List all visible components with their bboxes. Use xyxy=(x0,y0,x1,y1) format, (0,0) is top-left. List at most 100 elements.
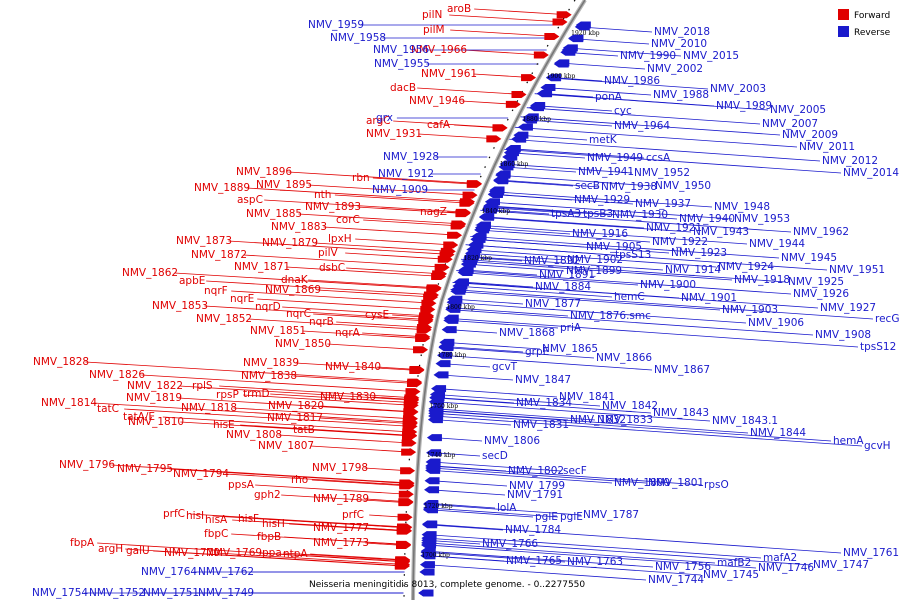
forward-gene-label-nqra[interactable]: nqrA xyxy=(335,327,361,339)
forward-gene-label-nmv-1896[interactable]: NMV_1896 xyxy=(236,166,292,178)
reverse-gene-label-pgle[interactable]: pglE xyxy=(535,511,558,523)
reverse-gene-label-nmv-1924[interactable]: NMV_1924 xyxy=(718,261,774,273)
reverse-gene-label-nmv-1914[interactable]: NMV_1914 xyxy=(665,264,721,276)
forward-gene-label-nmv-1853[interactable]: NMV_1853 xyxy=(152,300,208,312)
reverse-gene-label-nmv-1787[interactable]: NMV_1787 xyxy=(583,509,639,521)
reverse-gene-label-nmv-1986[interactable]: NMV_1986 xyxy=(604,75,660,87)
reverse-gene-label-nmv-1959[interactable]: NMV_1959 xyxy=(308,19,364,31)
reverse-gene-label-nmv-1876-smc[interactable]: NMV_1876.smc xyxy=(570,310,651,322)
reverse-gene-label-nmv-1802[interactable]: NMV_1802 xyxy=(508,465,564,477)
forward-gene-label-rho[interactable]: rho xyxy=(291,474,308,486)
forward-gene-label-nqre[interactable]: nqrE xyxy=(230,293,254,305)
reverse-gene-label-nmv-2012[interactable]: NMV_2012 xyxy=(822,155,878,167)
forward-gene-label-ntpa[interactable]: ntpA xyxy=(283,548,308,560)
reverse-gene-label-nmv-1930[interactable]: NMV_1930 xyxy=(612,209,668,221)
reverse-gene-label-nmv-1955[interactable]: NMV_1955 xyxy=(374,58,430,70)
reverse-gene-label-nmv-1877[interactable]: NMV_1877 xyxy=(525,298,581,310)
reverse-gene-label-nmv-1902[interactable]: NMV_1902 xyxy=(567,254,623,266)
forward-gene-label-prfc[interactable]: prfC xyxy=(163,508,185,520)
forward-gene-label-nqrf[interactable]: nqrF xyxy=(204,285,228,297)
forward-gene-label-ppa[interactable]: ppa xyxy=(262,547,282,559)
reverse-gene-label-nmv-1841[interactable]: NMV_1841 xyxy=(559,391,615,403)
reverse-gene-label-nmv-1761[interactable]: NMV_1761 xyxy=(843,547,899,559)
forward-gene-label-cyse[interactable]: cysE xyxy=(365,309,389,321)
reverse-gene-label-nmv-1747[interactable]: NMV_1747 xyxy=(813,559,869,571)
reverse-gene-label-nmv-1905[interactable]: NMV_1905 xyxy=(586,241,642,253)
forward-gene-label-nmv-1777[interactable]: NMV_1777 xyxy=(313,522,369,534)
reverse-gene-label-nmv-1832[interactable]: NMV_1832 xyxy=(570,414,626,426)
forward-gene-label-hish[interactable]: hisH xyxy=(262,518,285,530)
forward-gene-label-cafa[interactable]: cafA xyxy=(427,119,451,131)
reverse-gene-label-nmv-1944[interactable]: NMV_1944 xyxy=(749,238,805,250)
reverse-gene-label-nmv-1799[interactable]: NMV_1799 xyxy=(509,480,565,492)
forward-gene-label-nmv-1873[interactable]: NMV_1873 xyxy=(176,235,232,247)
reverse-gene-label-rpso[interactable]: rpsO xyxy=(704,479,729,491)
reverse-gene-label-nmv-1962[interactable]: NMV_1962 xyxy=(793,226,849,238)
forward-gene-label-nmv-1869[interactable]: NMV_1869 xyxy=(265,284,321,296)
reverse-gene-label-nmv-1921[interactable]: NMV_1921 xyxy=(646,222,702,234)
forward-gene-label-nmv-1818[interactable]: NMV_1818 xyxy=(181,402,237,414)
reverse-gene-label-nmv-1908[interactable]: NMV_1908 xyxy=(815,329,871,341)
reverse-gene-label-nmv-1749[interactable]: NMV_1749 xyxy=(198,587,254,599)
forward-gene-label-gph2[interactable]: gph2 xyxy=(254,489,281,501)
reverse-gene-label-gcvh[interactable]: gcvH xyxy=(864,440,891,452)
forward-gene-label-nmv-1830[interactable]: NMV_1830 xyxy=(320,391,376,403)
forward-gene-label-nmv-1961[interactable]: NMV_1961 xyxy=(421,68,477,80)
reverse-gene-label-nmv-1801[interactable]: NMV_1801 xyxy=(648,477,704,489)
forward-gene-label-nmv-1798[interactable]: NMV_1798 xyxy=(312,462,368,474)
forward-gene-label-nmv-1826[interactable]: NMV_1826 xyxy=(89,369,145,381)
forward-gene-label-nmv-1814[interactable]: NMV_1814 xyxy=(41,397,97,409)
forward-gene-label-nmv-1808[interactable]: NMV_1808 xyxy=(226,429,282,441)
forward-gene-label-nmv-1885[interactable]: NMV_1885 xyxy=(246,208,302,220)
forward-gene-label-nmv-1966[interactable]: NMV_1966 xyxy=(411,44,467,56)
forward-gene-label-hisa[interactable]: hisA xyxy=(205,514,228,526)
reverse-gene-label-hemc[interactable]: hemC xyxy=(614,291,645,303)
forward-gene-label-argc[interactable]: argC xyxy=(366,115,391,127)
reverse-gene-label-nmv-1764[interactable]: NMV_1764 xyxy=(141,566,197,578)
forward-gene-label-aspc[interactable]: aspC xyxy=(237,194,263,206)
reverse-gene-label-nmv-1901[interactable]: NMV_1901 xyxy=(681,292,737,304)
reverse-gene-label-nmv-1952[interactable]: NMV_1952 xyxy=(634,167,690,179)
reverse-gene-label-nmv-1791[interactable]: NMV_1791 xyxy=(507,489,563,501)
forward-gene-label-nmv-1883[interactable]: NMV_1883 xyxy=(271,221,327,233)
reverse-gene-label-nmv-1926[interactable]: NMV_1926 xyxy=(793,288,849,300)
reverse-gene-label-nmv-1900[interactable]: NMV_1900 xyxy=(640,279,696,291)
forward-gene-label-lpxh[interactable]: lpxH xyxy=(328,233,352,245)
forward-gene-label-argh[interactable]: argH xyxy=(98,543,123,555)
forward-gene-label-rpsp[interactable]: rpsP xyxy=(216,389,239,401)
forward-gene-label-nmv-1895[interactable]: NMV_1895 xyxy=(256,179,312,191)
reverse-gene-label-nmv-1918[interactable]: NMV_1918 xyxy=(734,274,790,286)
forward-gene-label-hise[interactable]: hisE xyxy=(213,419,235,431)
reverse-gene-label-nmv-1763[interactable]: NMV_1763 xyxy=(567,556,623,568)
forward-gene-label-nmv-1862[interactable]: NMV_1862 xyxy=(122,267,178,279)
reverse-gene-label-nmv-1928[interactable]: NMV_1928 xyxy=(383,151,439,163)
reverse-gene-label-nmv-1762[interactable]: NMV_1762 xyxy=(198,566,254,578)
forward-gene-label-nmv-1851[interactable]: NMV_1851 xyxy=(250,325,306,337)
reverse-gene-label-nmv-1912[interactable]: NMV_1912 xyxy=(378,168,434,180)
forward-gene-label-trmd[interactable]: trmD xyxy=(243,388,270,400)
forward-gene-label-nmv-1889[interactable]: NMV_1889 xyxy=(194,182,250,194)
reverse-gene-label-ccsa[interactable]: ccsA xyxy=(646,152,671,164)
reverse-gene-label-grx[interactable]: grx xyxy=(376,112,393,124)
forward-gene-label-pilv[interactable]: pilV xyxy=(318,247,338,259)
forward-gene-label-arob[interactable]: aroB xyxy=(447,3,471,15)
reverse-gene-label-nmv-1834[interactable]: NMV_1834 xyxy=(516,397,572,409)
reverse-gene-label-hema[interactable]: hemA xyxy=(833,435,864,447)
forward-gene-label-nmv-1773[interactable]: NMV_1773 xyxy=(313,537,369,549)
reverse-gene-label-recg[interactable]: recG xyxy=(875,313,899,325)
reverse-gene-label-gcvt[interactable]: gcvT xyxy=(492,361,518,373)
forward-gene-label-pilm[interactable]: pilM xyxy=(423,24,445,36)
reverse-gene-label-nmv-2007[interactable]: NMV_2007 xyxy=(762,118,818,130)
forward-gene-label-nmv-1817[interactable]: NMV_1817 xyxy=(267,412,323,424)
forward-gene-label-tatb[interactable]: tatB xyxy=(293,424,315,436)
reverse-gene-label-tpss12[interactable]: tpsS12 xyxy=(860,341,896,353)
reverse-gene-label-nmv-1956[interactable]: NMV_1956 xyxy=(373,44,429,56)
forward-gene-label-nmv-1789[interactable]: NMV_1789 xyxy=(313,493,369,505)
reverse-gene-label-nmv-1754[interactable]: NMV_1754 xyxy=(32,587,88,599)
forward-gene-label-hisi[interactable]: hisI xyxy=(186,510,204,522)
reverse-gene-label-nmv-1752[interactable]: NMV_1752 xyxy=(89,587,145,599)
reverse-gene-label-nmv-2003[interactable]: NMV_2003 xyxy=(710,83,766,95)
forward-gene-label-nmv-1822[interactable]: NMV_1822 xyxy=(127,380,183,392)
reverse-gene-label-nmv-1884[interactable]: NMV_1884 xyxy=(535,281,591,293)
reverse-gene-label-nmv-1943[interactable]: NMV_1943 xyxy=(693,226,749,238)
